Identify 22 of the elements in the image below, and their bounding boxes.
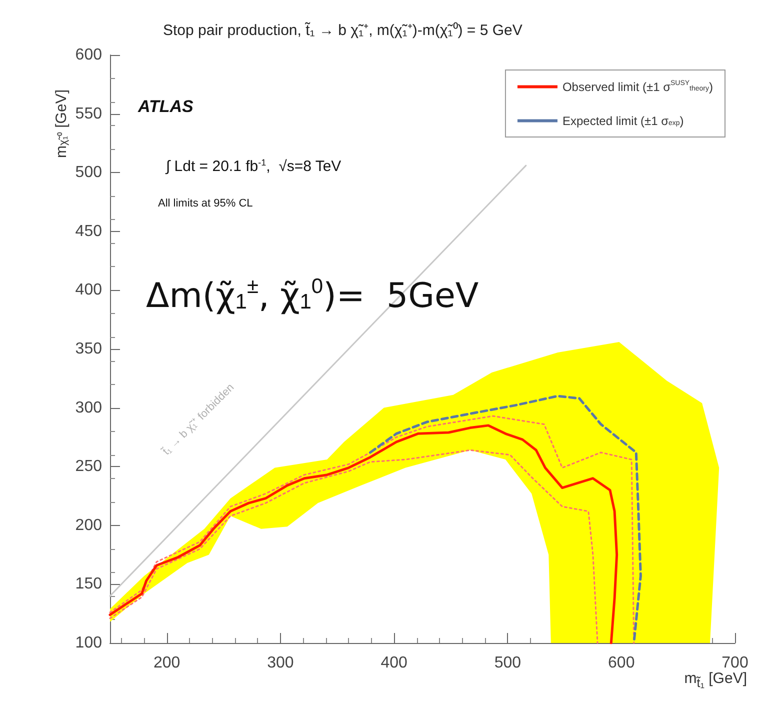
y-tick-label: 400 [75,282,102,299]
y-tick-label: 150 [75,576,102,593]
x-axis-title: m$_{t̃₁}$ [GeV] [684,670,747,690]
y-tick-label: 500 [75,164,102,182]
annotation: All limits at 95% CL [158,198,253,210]
x-tick-label: 300 [267,654,294,672]
y-tick-label: 300 [75,399,102,416]
y-tick-label: 450 [75,222,102,240]
annotation: ATLAS [137,97,194,116]
y-tick-label: 600 [75,46,102,64]
x-tick-label: 500 [494,654,522,672]
chart-title: Stop pair production, t̃₁ → b χ̃₁⁺, m(χ̃₁⁺)-m(χ̃₁⁰) = 5 GeV [163,22,522,39]
y-tick-label: 100 [75,634,102,652]
x-tick-label: 200 [153,654,180,672]
y-tick-label: 550 [75,105,102,122]
y-tick-label: 350 [75,340,102,358]
y-axis-title: mχ̃₁⁰ [GeV] [53,89,70,158]
x-tick-label: 600 [608,654,635,672]
y-tick-label: 250 [75,458,102,476]
y-tick-label: 200 [75,516,102,534]
x-tick-label: 700 [722,654,748,672]
x-tick-label: 400 [380,654,408,672]
